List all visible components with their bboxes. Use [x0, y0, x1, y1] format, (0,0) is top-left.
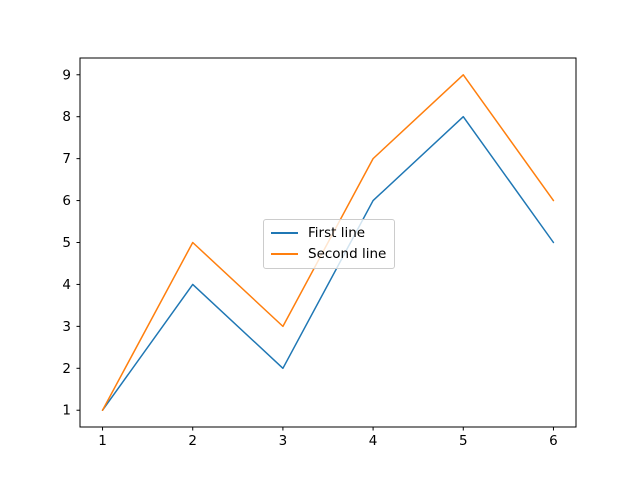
legend-line-swatch-first-line [271, 232, 298, 234]
y-tick-label: 6 [62, 193, 71, 209]
legend-label-first-line: First line [308, 225, 366, 241]
legend-line-swatch-second-line [271, 253, 298, 255]
x-tick-label: 4 [369, 433, 378, 449]
x-tick-label: 2 [188, 433, 197, 449]
y-tick-label: 8 [62, 109, 71, 125]
y-tick-label: 5 [62, 235, 71, 251]
y-tick-label: 1 [62, 403, 71, 419]
x-tick-label: 6 [549, 433, 558, 449]
y-tick-label: 9 [62, 67, 71, 83]
x-tick-label: 1 [98, 433, 107, 449]
legend: First line Second line [263, 219, 396, 269]
y-tick-label: 2 [62, 361, 71, 377]
x-tick-label: 3 [279, 433, 288, 449]
y-tick-label: 3 [62, 319, 71, 335]
x-tick-label: 5 [459, 433, 468, 449]
legend-item-second-line: Second line [271, 245, 386, 263]
y-tick-label: 4 [62, 277, 71, 293]
y-tick-label: 7 [62, 151, 71, 167]
legend-item-first-line: First line [271, 224, 386, 242]
legend-label-second-line: Second line [308, 246, 387, 262]
data-line-first-line [101, 115, 555, 411]
